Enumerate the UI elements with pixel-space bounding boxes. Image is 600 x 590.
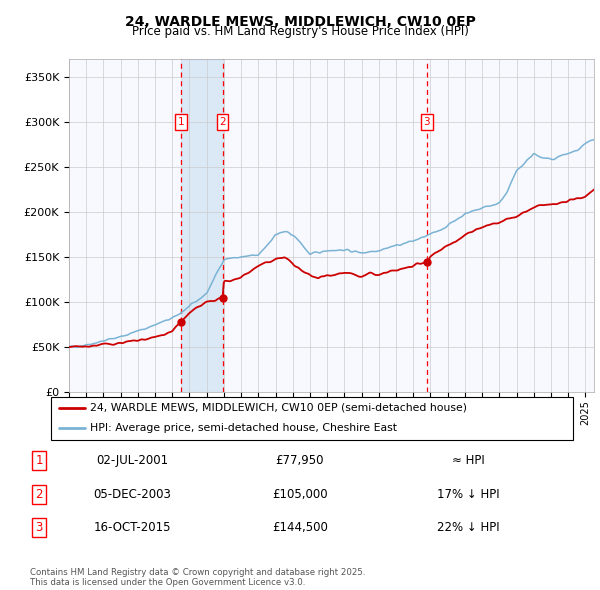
Text: 05-DEC-2003: 05-DEC-2003 xyxy=(93,487,171,501)
Text: 16-OCT-2015: 16-OCT-2015 xyxy=(93,521,171,535)
Text: £77,950: £77,950 xyxy=(276,454,324,467)
FancyBboxPatch shape xyxy=(51,397,573,440)
Text: 2: 2 xyxy=(35,487,43,501)
Text: £144,500: £144,500 xyxy=(272,521,328,535)
Text: 24, WARDLE MEWS, MIDDLEWICH, CW10 0EP (semi-detached house): 24, WARDLE MEWS, MIDDLEWICH, CW10 0EP (s… xyxy=(90,403,467,412)
Text: 2: 2 xyxy=(219,117,226,127)
Text: £105,000: £105,000 xyxy=(272,487,328,501)
Text: 3: 3 xyxy=(424,117,430,127)
Text: 1: 1 xyxy=(35,454,43,467)
Text: 17% ↓ HPI: 17% ↓ HPI xyxy=(437,487,499,501)
Text: ≈ HPI: ≈ HPI xyxy=(452,454,484,467)
Bar xyxy=(181,59,223,392)
Text: 1: 1 xyxy=(178,117,184,127)
Text: Contains HM Land Registry data © Crown copyright and database right 2025.
This d: Contains HM Land Registry data © Crown c… xyxy=(30,568,365,587)
Text: HPI: Average price, semi-detached house, Cheshire East: HPI: Average price, semi-detached house,… xyxy=(90,422,397,432)
Text: 22% ↓ HPI: 22% ↓ HPI xyxy=(437,521,499,535)
Text: Price paid vs. HM Land Registry's House Price Index (HPI): Price paid vs. HM Land Registry's House … xyxy=(131,25,469,38)
Text: 3: 3 xyxy=(35,521,43,535)
Text: 24, WARDLE MEWS, MIDDLEWICH, CW10 0EP: 24, WARDLE MEWS, MIDDLEWICH, CW10 0EP xyxy=(125,15,475,29)
Text: 02-JUL-2001: 02-JUL-2001 xyxy=(96,454,168,467)
